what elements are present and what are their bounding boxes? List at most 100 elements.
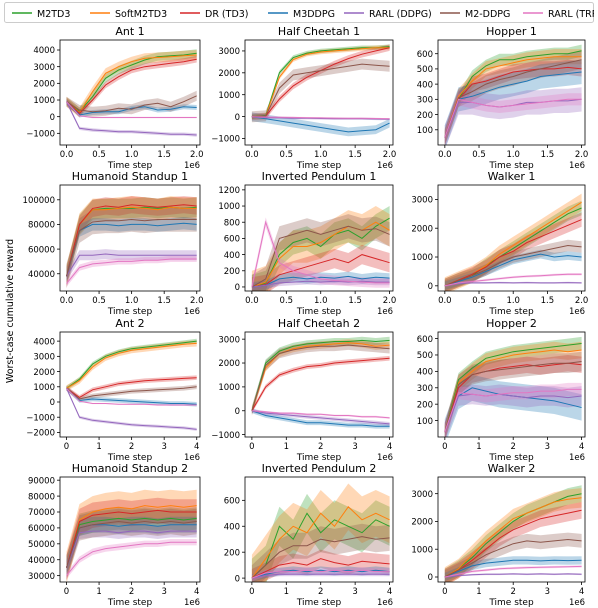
- chart-panel: Ant 2 −2000 −1000 0 1000 2000 3000 4000 0 1 2 3 4 Tim…: [26, 317, 201, 463]
- series-band: [251, 206, 390, 291]
- series-band: [251, 549, 390, 582]
- series-line: [444, 56, 582, 138]
- y-tick-label: 200: [417, 111, 433, 121]
- x-tick-label: 0.0: [60, 150, 74, 160]
- series-line: [66, 386, 197, 400]
- y-tick-label: 800: [224, 218, 240, 228]
- series-band: [66, 384, 197, 402]
- x-axis-multiplier: 1e6: [184, 598, 200, 608]
- series-band: [251, 278, 390, 291]
- series-line: [66, 530, 197, 568]
- series-line: [444, 343, 582, 433]
- series-band: [251, 44, 390, 121]
- y-tick-label: 0: [50, 398, 55, 408]
- y-tick-label: 4000: [33, 46, 55, 56]
- series-band: [66, 508, 197, 581]
- series-line: [251, 410, 390, 427]
- y-tick-label: −1000: [211, 135, 240, 145]
- x-axis-multiplier: 1e6: [184, 161, 200, 171]
- x-tick-label: 2: [318, 442, 323, 452]
- x-axis-multiplier: 1e6: [569, 161, 585, 171]
- x-axis-multiplier: 1e6: [569, 453, 585, 463]
- x-tick-label: 4: [387, 587, 392, 597]
- series-line: [444, 361, 582, 433]
- y-tick-label: 50000: [28, 540, 55, 550]
- axes-frame: [437, 476, 586, 583]
- x-axis-label: Time step: [488, 161, 534, 171]
- x-tick-label: 2.0: [383, 150, 397, 160]
- series-line: [66, 340, 197, 389]
- x-tick-label: 0.5: [92, 296, 106, 306]
- axes-frame: [244, 331, 394, 438]
- x-tick-label: 4: [579, 587, 584, 597]
- series-band: [444, 488, 582, 582]
- series-band: [444, 556, 582, 582]
- series-band: [251, 112, 390, 137]
- y-tick-label: 1000: [411, 545, 433, 555]
- series-line: [444, 362, 582, 433]
- series-line: [444, 244, 582, 287]
- series-band: [444, 50, 582, 145]
- plot-area: [251, 206, 390, 291]
- series-band: [66, 249, 197, 282]
- axes-frame: [244, 476, 394, 583]
- x-axis-multiplier: 1e6: [184, 453, 200, 463]
- y-tick-label: 40000: [28, 556, 55, 566]
- x-tick-label: 2.0: [575, 296, 589, 306]
- series-line: [251, 46, 390, 118]
- x-tick-label: 3: [352, 587, 357, 597]
- x-tick-label: 0.0: [60, 296, 74, 306]
- x-tick-label: 2: [510, 587, 515, 597]
- x-tick-label: 0.5: [280, 150, 294, 160]
- y-tick-label: 0: [50, 113, 55, 123]
- x-tick-label: 0.0: [245, 150, 259, 160]
- series-band: [444, 502, 582, 582]
- series-band: [251, 493, 390, 582]
- x-tick-label: 0.0: [245, 296, 259, 306]
- series-band: [251, 44, 390, 119]
- series-band: [251, 408, 390, 429]
- series-line: [66, 258, 197, 284]
- y-tick-label: 40000: [28, 270, 55, 280]
- series-band: [251, 336, 390, 415]
- series-band: [251, 340, 390, 416]
- x-tick-label: 1.5: [348, 150, 362, 160]
- chart-title: Hopper 1: [486, 25, 537, 38]
- series-band: [66, 524, 197, 574]
- x-tick-label: 3: [545, 442, 550, 452]
- x-tick-label: 4: [194, 442, 199, 452]
- series-line: [66, 101, 197, 116]
- x-tick-label: 1.5: [157, 296, 171, 306]
- series-band: [66, 497, 197, 581]
- plot-area: [66, 49, 197, 137]
- series-line: [251, 512, 390, 579]
- series-band: [66, 375, 197, 400]
- series-band: [251, 271, 390, 291]
- y-tick-label: −1000: [26, 413, 55, 423]
- series-line: [66, 101, 197, 118]
- series-line: [251, 63, 390, 118]
- series-line: [444, 509, 582, 578]
- series-band: [66, 100, 197, 137]
- y-tick-label: 0: [235, 574, 240, 584]
- series-line: [444, 393, 582, 433]
- y-tick-label: 80000: [28, 221, 55, 231]
- y-tick-label: 100: [417, 126, 433, 136]
- chart-title: Ant 1: [115, 25, 144, 38]
- x-tick-label: 1.0: [314, 296, 328, 306]
- series-band: [66, 539, 197, 579]
- x-tick-label: 4: [387, 442, 392, 452]
- x-tick-label: 1.5: [157, 150, 171, 160]
- chart-panel: Half Cheetah 1 −1000 0 1000 2000 3000 0.0 0.5 1.…: [211, 25, 396, 171]
- series-line: [444, 98, 582, 138]
- y-tick-label: 80000: [28, 492, 55, 502]
- y-tick-label: 4000: [33, 337, 55, 347]
- series-band: [444, 485, 582, 582]
- axes-frame: [244, 39, 394, 146]
- y-tick-label: 2000: [33, 80, 55, 90]
- x-axis-multiplier: 1e6: [569, 598, 585, 608]
- plot-area: [444, 336, 582, 437]
- series-line: [251, 280, 390, 288]
- series-line: [251, 410, 390, 425]
- series-line: [444, 493, 582, 578]
